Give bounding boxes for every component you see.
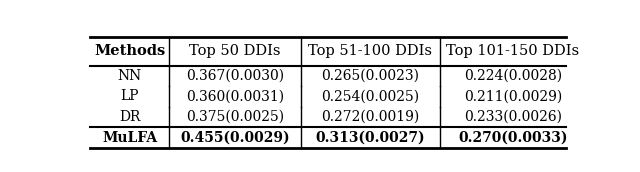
Text: 0.265(0.0023): 0.265(0.0023) [321,69,419,83]
Text: 0.455(0.0029): 0.455(0.0029) [180,131,290,144]
Text: 0.375(0.0025): 0.375(0.0025) [186,110,284,124]
Text: MuLFA: MuLFA [102,131,157,144]
Text: 0.367(0.0030): 0.367(0.0030) [186,69,284,83]
Text: 0.270(0.0033): 0.270(0.0033) [458,131,568,144]
Text: NN: NN [118,69,141,83]
Text: Methods: Methods [94,44,165,58]
Text: 0.313(0.0027): 0.313(0.0027) [316,131,425,144]
Text: Top 50 DDIs: Top 50 DDIs [189,44,281,58]
Text: 0.233(0.0026): 0.233(0.0026) [464,110,562,124]
Text: 0.254(0.0025): 0.254(0.0025) [321,89,419,104]
Text: 0.360(0.0031): 0.360(0.0031) [186,89,284,104]
Text: 0.211(0.0029): 0.211(0.0029) [463,89,562,104]
Text: Top 101-150 DDIs: Top 101-150 DDIs [446,44,579,58]
Text: 0.224(0.0028): 0.224(0.0028) [464,69,562,83]
Text: 0.272(0.0019): 0.272(0.0019) [321,110,419,124]
Text: Top 51-100 DDIs: Top 51-100 DDIs [308,44,432,58]
Text: DR: DR [119,110,140,124]
Text: LP: LP [120,89,139,104]
